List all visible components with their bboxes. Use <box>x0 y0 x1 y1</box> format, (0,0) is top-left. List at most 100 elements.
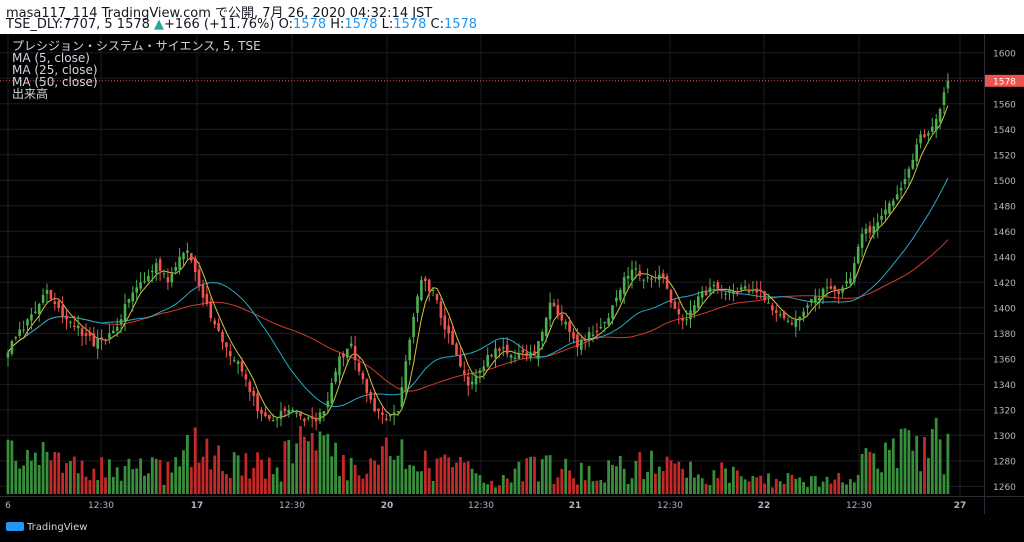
volume-bar <box>657 466 661 494</box>
candle <box>135 279 138 302</box>
legend-ma25[interactable]: MA (25, close) <box>12 63 98 77</box>
volume-bar <box>927 457 930 494</box>
candle-body <box>486 354 489 367</box>
volume-bar <box>700 478 704 494</box>
candle <box>61 296 64 324</box>
tradingview-logo[interactable]: TradingView <box>6 522 87 533</box>
volume-bar <box>412 465 415 494</box>
volume-bar <box>275 467 279 494</box>
candle <box>217 318 220 333</box>
candle-body <box>158 259 162 271</box>
candle-body <box>427 279 431 292</box>
candle-body <box>583 339 587 341</box>
candle <box>482 360 486 380</box>
candle-body <box>49 289 53 299</box>
candle-body <box>459 354 462 367</box>
candle-body <box>6 352 10 358</box>
volume-bar <box>267 457 271 494</box>
candle <box>18 321 21 339</box>
candle <box>338 352 341 386</box>
candle-body <box>326 400 330 408</box>
chart-panel[interactable]: 1600158015601540152015001480146014401420… <box>0 34 1024 514</box>
candle-body <box>860 233 864 248</box>
candle <box>833 284 837 299</box>
candle <box>541 329 544 350</box>
legend-volume[interactable]: 出来高 <box>12 87 49 101</box>
volume-bar <box>26 449 29 494</box>
volume-bar <box>544 455 548 494</box>
price-tick-label: 1420 <box>993 279 1016 289</box>
candle <box>459 347 462 368</box>
volume-bar <box>279 481 283 494</box>
volume-bar <box>618 455 622 494</box>
candle <box>330 377 333 408</box>
candle <box>825 278 829 298</box>
price-chart-svg[interactable]: 1600158015601540152015001480146014401420… <box>0 34 1024 514</box>
candle <box>431 288 435 297</box>
candle <box>486 347 489 368</box>
candle <box>236 360 240 375</box>
volume-bar <box>583 480 587 494</box>
candle <box>790 319 794 326</box>
candle-body <box>213 320 216 325</box>
candle-body <box>513 357 517 359</box>
candle <box>41 288 45 306</box>
candle <box>463 361 466 382</box>
candle <box>591 325 595 343</box>
price-tick-label: 1360 <box>993 355 1016 365</box>
candle-body <box>455 343 458 355</box>
volume-bar <box>895 467 899 494</box>
candle <box>868 221 872 239</box>
candle-body <box>544 318 548 336</box>
candle-body <box>287 409 291 414</box>
legend-title[interactable]: プレシジョン・システム・サイエンス, 5, TSE <box>12 39 261 53</box>
candle <box>580 334 583 355</box>
candle <box>946 73 950 94</box>
legend-ma5[interactable]: MA (5, close) <box>12 51 90 65</box>
candle-body <box>170 273 174 283</box>
candle <box>856 244 860 265</box>
time-tick-label: 20 <box>381 501 394 511</box>
candle <box>759 281 762 299</box>
candle-body <box>373 398 376 412</box>
candle <box>716 279 720 294</box>
candle-body <box>634 268 638 270</box>
candle-body <box>849 278 852 284</box>
candle <box>697 291 700 311</box>
candle <box>494 340 497 368</box>
candle-body <box>135 287 138 293</box>
volume-bar <box>946 433 950 494</box>
volume-bar <box>349 457 353 494</box>
candle <box>509 353 513 364</box>
volume-bar <box>388 456 392 494</box>
candle-body <box>431 289 435 291</box>
volume-bar <box>732 466 735 494</box>
legend-ma50[interactable]: MA (50, close) <box>12 75 98 89</box>
candle-body <box>342 353 345 358</box>
volume-bar <box>521 481 525 494</box>
volume-bar <box>548 455 552 494</box>
candle <box>720 284 723 299</box>
candle-body <box>412 316 415 338</box>
volume-bar <box>84 476 88 494</box>
candle <box>104 338 107 345</box>
volume-bar <box>934 417 938 494</box>
volume-bar <box>669 460 673 494</box>
candle-body <box>817 297 821 301</box>
volume-bar <box>615 466 618 494</box>
candle <box>603 321 606 333</box>
candle-body <box>73 325 76 327</box>
candle-body <box>576 334 579 348</box>
tradingview-brand-label: TradingView <box>27 522 88 533</box>
candle <box>556 298 560 320</box>
candle <box>583 334 587 350</box>
volume-bar <box>427 468 431 494</box>
volume-bar <box>30 460 33 494</box>
candle-body <box>739 287 743 290</box>
time-tick-label: 12:30 <box>846 501 872 511</box>
candle-body <box>755 288 759 293</box>
candle-body <box>279 411 283 419</box>
candle <box>895 185 899 201</box>
candle-body <box>626 275 630 279</box>
candle-body <box>759 289 762 292</box>
